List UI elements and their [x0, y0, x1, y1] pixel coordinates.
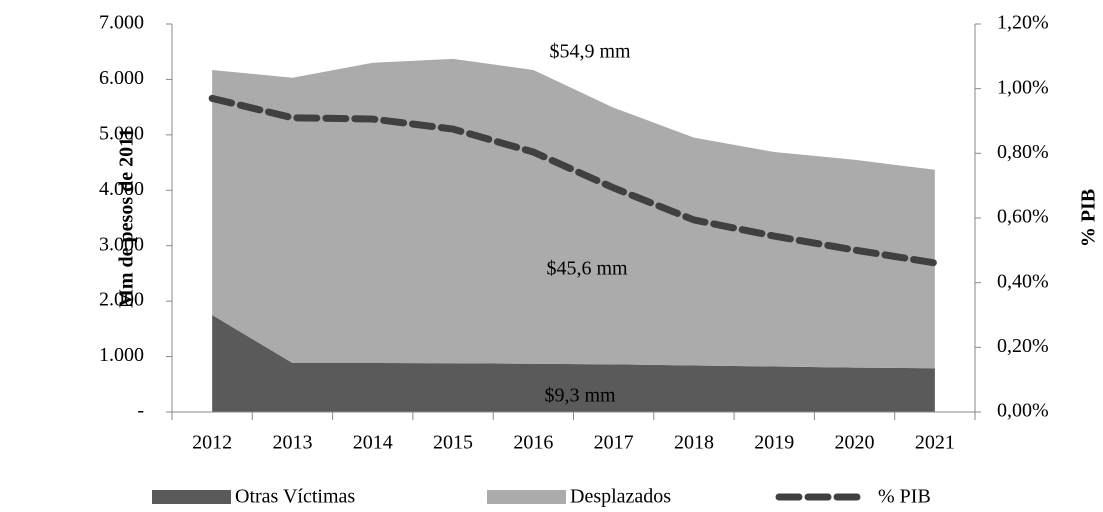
- y-tick-label: 7.000: [99, 12, 144, 34]
- x-tick-label: 2020: [835, 432, 875, 454]
- y-tick-label: 6.000: [99, 67, 144, 89]
- y2-tick-label: 1,00%: [997, 76, 1049, 98]
- x-tick-label: 2017: [594, 432, 634, 454]
- pib-line: [208, 94, 939, 267]
- y2-tick-label: 0,20%: [997, 335, 1049, 357]
- y-tick-label: 3.000: [99, 233, 144, 255]
- legend-swatch: [152, 490, 231, 504]
- y2-tick-label: 0,40%: [997, 270, 1049, 292]
- x-tick-label: 2019: [754, 432, 794, 454]
- y2-tick-label: 1,20%: [997, 12, 1049, 34]
- x-tick-label: 2014: [353, 432, 393, 454]
- legend-swatch: [487, 490, 566, 504]
- x-tick-label: 2015: [433, 432, 473, 454]
- y-tick-label: 1.000: [99, 344, 144, 366]
- y2-axis-label: % PIB: [1078, 189, 1100, 247]
- y2-tick-label: 0,00%: [997, 400, 1049, 422]
- annotation: $9,3 mm: [544, 385, 616, 407]
- x-tick-label: 2012: [192, 432, 232, 454]
- y-tick-label: -: [137, 400, 144, 422]
- y-axis-label: Mm de pesos de 2011: [116, 128, 138, 308]
- legend-label: Desplazados: [570, 486, 671, 508]
- y-tick-label: 4.000: [99, 178, 144, 200]
- y2-tick-label: 0,60%: [997, 206, 1049, 228]
- area: [212, 58, 935, 369]
- annotation: $45,6 mm: [546, 258, 628, 280]
- x-tick-label: 2021: [915, 432, 955, 454]
- x-tick-label: 2018: [674, 432, 714, 454]
- x-tick-label: 2016: [513, 432, 553, 454]
- legend-label: Otras Víctimas: [235, 486, 355, 508]
- y-tick-label: 5.000: [99, 122, 144, 144]
- annotation: $54,9 mm: [549, 41, 631, 63]
- y-tick-label: 2.000: [99, 289, 144, 311]
- x-tick-label: 2013: [272, 432, 312, 454]
- legend-label: % PIB: [878, 486, 931, 508]
- y2-tick-label: 0,80%: [997, 141, 1049, 163]
- area: [212, 315, 935, 412]
